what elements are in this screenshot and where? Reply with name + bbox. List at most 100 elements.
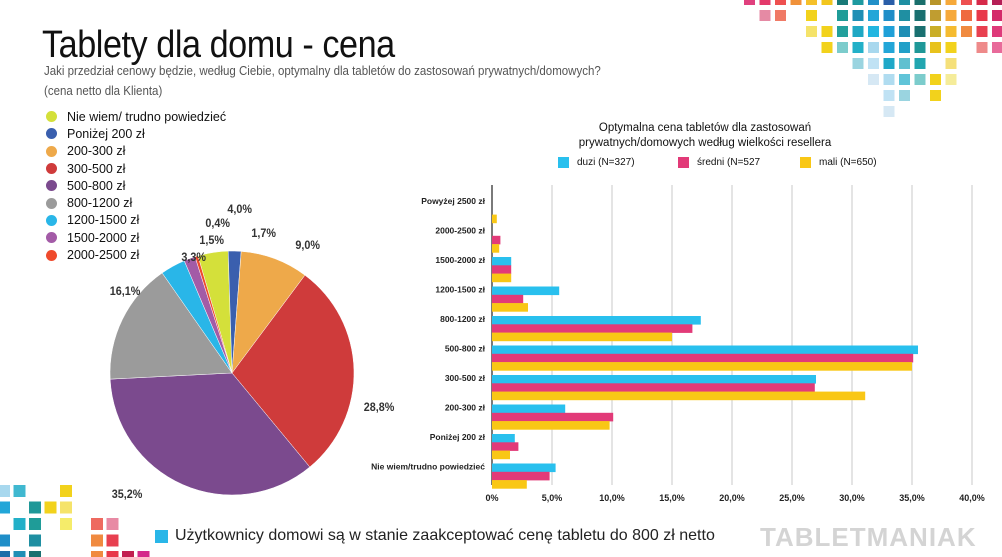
decor-square xyxy=(60,518,72,530)
decor-square xyxy=(899,26,910,37)
decor-square xyxy=(930,42,941,53)
pie-data-label: 1,7% xyxy=(251,226,276,240)
decor-square xyxy=(992,42,1002,53)
decor-square xyxy=(883,10,895,21)
pie-data-label: 9,0% xyxy=(295,238,320,252)
decor-square xyxy=(868,42,879,53)
decor-square xyxy=(945,26,957,37)
bar-2 xyxy=(492,362,912,371)
x-tick-label: 20,0% xyxy=(719,493,745,503)
legend-label: 1200-1500 zł xyxy=(67,213,140,228)
bar-legend-item: średni (N=527 xyxy=(678,157,760,168)
x-tick-label: 30,0% xyxy=(839,493,865,503)
bar-2 xyxy=(492,450,510,460)
decor-square xyxy=(60,501,72,514)
legend-label: 2000-2500 zł xyxy=(67,248,140,263)
pie-slice xyxy=(231,274,355,468)
decor-square xyxy=(775,0,786,5)
legend-swatch-icon xyxy=(800,157,811,168)
decor-square xyxy=(821,0,833,5)
decor-square xyxy=(899,90,910,101)
pie-legend-item: 800-1200 zł xyxy=(46,194,226,211)
y-category-label: Nie wiem/trudno powiedzieć xyxy=(371,462,485,472)
page-title: Tablety dla domu - cena xyxy=(42,24,395,66)
bar-1 xyxy=(492,294,524,304)
x-tick-label: 5,0% xyxy=(542,493,563,503)
pie-data-label: 35,2% xyxy=(111,487,143,501)
decor-square xyxy=(759,0,771,5)
decor-square xyxy=(914,0,926,5)
decor-square xyxy=(899,10,910,21)
decor-square xyxy=(137,551,150,557)
decor-square xyxy=(914,74,926,85)
decor-square xyxy=(976,26,988,37)
legend-label: średni (N=527 xyxy=(697,157,761,168)
decor-square xyxy=(0,485,10,497)
bar-0 xyxy=(492,404,566,414)
decor-square xyxy=(852,10,864,21)
decor-square xyxy=(914,10,926,21)
decor-square xyxy=(806,10,817,21)
pie-data-label: 28,8% xyxy=(363,400,395,414)
decor-square xyxy=(821,42,833,53)
decor-square xyxy=(930,0,941,5)
bar-2 xyxy=(492,214,497,224)
pie-legend-item: 2000-2500 zł xyxy=(46,246,226,263)
decor-square xyxy=(883,0,895,5)
decor-square xyxy=(29,501,41,514)
decor-square xyxy=(883,58,895,69)
decor-square xyxy=(852,58,864,69)
decor-square xyxy=(899,74,910,85)
decor-square xyxy=(29,551,41,557)
decor-square xyxy=(29,518,41,530)
decor-square xyxy=(930,90,941,101)
decor-square xyxy=(852,26,864,37)
decor-square xyxy=(899,0,910,5)
footer-text: Użytkownicy domowi są w stanie zaakcepto… xyxy=(175,527,715,544)
pie-legend-item: 300-500 zł xyxy=(46,160,226,177)
decor-square xyxy=(914,26,926,37)
pie-data-label: 4,0% xyxy=(227,202,252,216)
decor-square xyxy=(775,10,786,21)
bar-0 xyxy=(492,286,560,296)
bar-legend-item: mali (N=650) xyxy=(800,157,877,168)
decor-square xyxy=(961,0,972,5)
decor-square xyxy=(0,551,10,557)
legend-label: 200-300 zł xyxy=(67,144,126,159)
legend-label: duzi (N=327) xyxy=(577,157,635,168)
y-category-label: Powyżej 2500 zł xyxy=(421,196,485,206)
legend-swatch-icon xyxy=(678,157,689,168)
decor-square xyxy=(914,58,926,69)
pie-data-label: 0,4% xyxy=(205,216,230,230)
legend-dot-icon xyxy=(46,249,57,261)
decor-square xyxy=(122,551,134,557)
decor-square xyxy=(91,518,103,530)
bar-0 xyxy=(492,463,556,473)
bar-0 xyxy=(492,316,701,325)
decor-square xyxy=(976,42,988,53)
y-category-label: 300-500 zł xyxy=(445,373,486,383)
bar-1 xyxy=(492,265,512,274)
decor-square xyxy=(868,0,879,5)
survey-question: Jaki przedział cenowy będzie, według Cie… xyxy=(44,64,601,78)
y-category-label: 800-1200 zł xyxy=(440,314,486,324)
decor-square xyxy=(868,10,879,21)
decor-square xyxy=(961,10,972,21)
pie-legend-item: 1500-2000 zł xyxy=(46,229,226,246)
decor-square xyxy=(992,10,1002,21)
pie-data-label: 3,3% xyxy=(181,250,206,264)
y-category-label: 1500-2000 zł xyxy=(435,255,485,265)
bar-1 xyxy=(492,442,519,451)
bar-1 xyxy=(492,471,550,481)
x-tick-label: 40,0% xyxy=(959,493,985,503)
pie-slice xyxy=(109,272,233,380)
decor-square xyxy=(0,534,10,547)
x-tick-label: 15,0% xyxy=(659,493,685,503)
x-tick-label: 10,0% xyxy=(599,493,625,503)
decor-square xyxy=(868,74,879,85)
decor-square xyxy=(106,551,119,557)
bar-2 xyxy=(492,332,672,342)
legend-dot-icon xyxy=(46,180,57,192)
